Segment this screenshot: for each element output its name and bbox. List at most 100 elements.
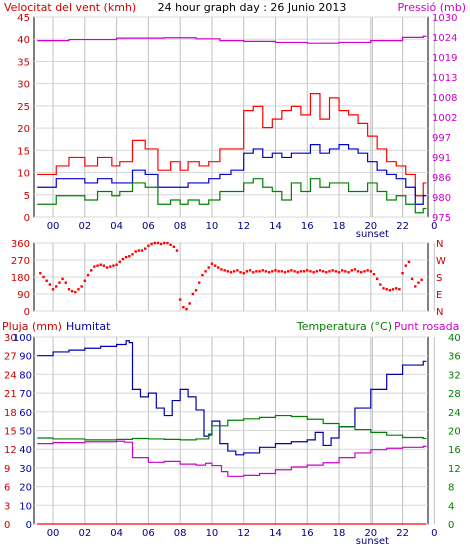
humidity-y-tick-label: 20 [19, 483, 32, 494]
wind-direction-point [369, 270, 373, 273]
wind-direction-point [137, 249, 141, 252]
pressure-y-tick-label: 986 [432, 173, 451, 184]
wind-speed-line [37, 144, 427, 205]
pressure-y-tick-label: 1008 [432, 93, 457, 104]
titles: Velocitat del vent (kmh) 24 hour graph d… [2, 1, 466, 333]
wind-direction-point [391, 288, 395, 291]
wind-direction-point [204, 270, 207, 273]
wind-direction-point [395, 287, 398, 290]
wind-direction-point [39, 272, 42, 275]
wind-direction-point [207, 266, 210, 269]
wind-direction-point [372, 272, 376, 276]
pressure-y-tick-label: 1024 [432, 33, 457, 44]
wind-direction-point [45, 279, 48, 282]
wind-direction-point [248, 269, 252, 272]
wind-direction-point [144, 247, 147, 250]
wind-y-tick-label: 10 [17, 169, 30, 180]
wind-low-line [37, 178, 427, 214]
humidity-line [37, 340, 427, 456]
wind-direction-point [83, 279, 87, 282]
wind-direction-point [115, 263, 118, 266]
wind-direction-point [353, 268, 357, 271]
humidity-y-tick-label: 60 [19, 408, 32, 419]
x-tick-label: 10 [206, 528, 219, 539]
chart-title: 24 hour graph day : 26 Junio 2013 [158, 1, 347, 14]
wind-direction-point [118, 260, 121, 264]
wind-y-tick-label: 20 [17, 124, 30, 135]
wind-direction-point [70, 289, 74, 293]
humidity-y-tick-label: 90 [19, 352, 32, 363]
wind-direction-point [264, 270, 268, 273]
x-tick-label: 10 [206, 221, 219, 232]
temperature-y-tick-label: 28 [448, 389, 461, 400]
wind-direction-point [150, 242, 153, 246]
wind-direction-point [86, 273, 90, 277]
wind-direction-point [404, 264, 407, 267]
wind-direction-point [51, 288, 55, 291]
rain-y-tick-label: 9 [4, 464, 10, 475]
rain-y-tick-label: 3 [4, 501, 10, 512]
wind-direction-point [334, 270, 338, 273]
wind-direction-point [277, 270, 280, 273]
wind-direction-point [166, 241, 169, 245]
pressure-axis-title: Pressió (mb) [397, 1, 466, 14]
x-tick-label: 22 [396, 528, 409, 539]
wind-direction-point [124, 255, 128, 259]
wind-direction-point [58, 281, 61, 284]
pressure-y-tick-label: 1019 [432, 53, 457, 64]
pressure-line [37, 35, 427, 44]
wind-direction-point [121, 257, 125, 261]
wind-direction-point [156, 241, 160, 245]
wind-direction-point [286, 270, 290, 273]
wind-direction-point [140, 249, 144, 252]
wind-direction-point [194, 289, 198, 292]
wind-direction-point [191, 292, 195, 296]
wind-direction-point [236, 269, 239, 272]
wind-direction-point [398, 288, 401, 291]
wind-direction-point [293, 270, 296, 273]
temperature-y-tick-label: 20 [448, 427, 461, 438]
wind-direction-point [64, 281, 67, 284]
sunset-label: sunset [356, 536, 389, 547]
wind-direction-point [347, 271, 350, 274]
wind-direction-point [185, 307, 188, 311]
tick-labels: 00 02 04 06 08 10 12 14 16 18 20 22 0sunset051015202… [4, 13, 461, 547]
wind-direction-point [229, 271, 233, 274]
x-tick-label: 04 [110, 528, 123, 539]
wind-direction-point [131, 253, 134, 256]
wind-y-tick-label: 15 [17, 146, 30, 157]
temperature-y-tick-label: 8 [448, 483, 454, 494]
wind-direction-point [42, 275, 45, 279]
rain-y-tick-label: 27 [4, 352, 17, 363]
direction-y-tick-label: 360 [11, 239, 30, 250]
x-tick-label: 16 [301, 221, 314, 232]
humidity-y-tick-label: 40 [19, 445, 32, 456]
compass-tick-label: N [436, 239, 443, 250]
rain-y-tick-label: 18 [4, 408, 17, 419]
x-tick-label: 00 [47, 528, 60, 539]
wind-direction-point [61, 277, 64, 281]
panel-frames [33, 16, 429, 525]
wind-direction-point [302, 270, 306, 273]
pressure-y-tick-label: 1013 [432, 73, 457, 84]
wind-direction-point [198, 281, 201, 284]
direction-y-tick-label: 270 [11, 256, 30, 267]
compass-tick-label: N [436, 307, 443, 318]
wind-direction-point [252, 271, 255, 274]
wind-direction-point [366, 269, 369, 272]
wind-direction-point [210, 262, 214, 265]
wind-direction-point [188, 302, 191, 305]
temperature-line [37, 414, 427, 441]
x-tick-label: 00 [47, 221, 60, 232]
x-tick-label: 14 [269, 528, 282, 539]
wind-direction-point [96, 264, 99, 267]
wind-direction-point [99, 263, 102, 266]
x-tick-label: 06 [142, 221, 155, 232]
wind-direction-point [201, 273, 204, 277]
wind-direction-point [312, 271, 315, 274]
wind-direction-point [350, 269, 353, 272]
humidity-y-tick-label: 0 [26, 520, 32, 531]
wind-direction-point [67, 288, 71, 291]
wind-direction-point [290, 269, 293, 272]
